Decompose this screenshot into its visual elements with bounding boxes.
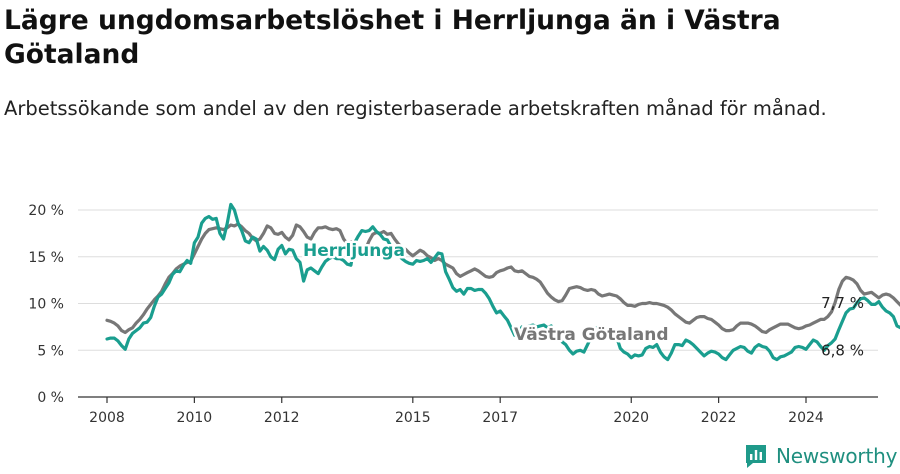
newsworthy-logo-icon <box>746 445 766 468</box>
brand-name: Newsworthy <box>776 444 898 468</box>
annotation-vastra-gotaland: Västra Götaland <box>514 325 669 345</box>
y-tick-label: 10 % <box>28 297 64 313</box>
chart-subtitle: Arbetssökande som andel av den registerb… <box>4 97 827 120</box>
x-tick-label: 2017 <box>482 410 518 426</box>
y-tick-label: 15 % <box>28 250 64 266</box>
x-tick-label: 2015 <box>395 410 431 426</box>
annotation-herrljunga-halo: Herrljunga <box>303 241 405 261</box>
y-tick-label: 20 % <box>28 203 64 219</box>
annotation-herrljunga: Herrljunga <box>303 241 405 261</box>
x-tick-label: 2008 <box>89 410 125 426</box>
x-tick-label: 2012 <box>264 410 300 426</box>
series-line-vastra-gotaland <box>105 222 900 335</box>
brand-logo[interactable]: Newsworthy <box>744 440 897 472</box>
x-tick-label: 2020 <box>613 410 649 426</box>
x-tick-label: 2022 <box>701 410 737 426</box>
y-tick-label: 0 % <box>37 390 64 406</box>
y-tick-label: 5 % <box>37 343 64 359</box>
series-lines <box>105 202 900 362</box>
y-axis-labels: 0 % 5 % 10 % 15 % 20 % <box>28 203 64 406</box>
annotation-vastra-gotaland-halo: Västra Götaland <box>514 325 669 345</box>
line-chart: 2008 2010 2012 2015 2017 2020 2022 2024 0 % 5 % 1… <box>28 202 900 426</box>
end-value-label-vastra-gotaland: 7,7 % <box>821 294 864 312</box>
chart-title: Lägre ungdomsarbetslöshet i Herrljunga ä… <box>4 5 781 70</box>
end-markers: 7,7 % 6,8 % <box>821 294 864 359</box>
x-axis: 2008 2010 2012 2015 2017 2020 2022 2024 <box>78 396 878 426</box>
x-tick-label: 2024 <box>788 410 824 426</box>
series-line-herrljunga <box>105 202 900 362</box>
end-value-label-herrljunga: 6,8 % <box>821 341 864 359</box>
x-tick-label: 2010 <box>177 410 213 426</box>
